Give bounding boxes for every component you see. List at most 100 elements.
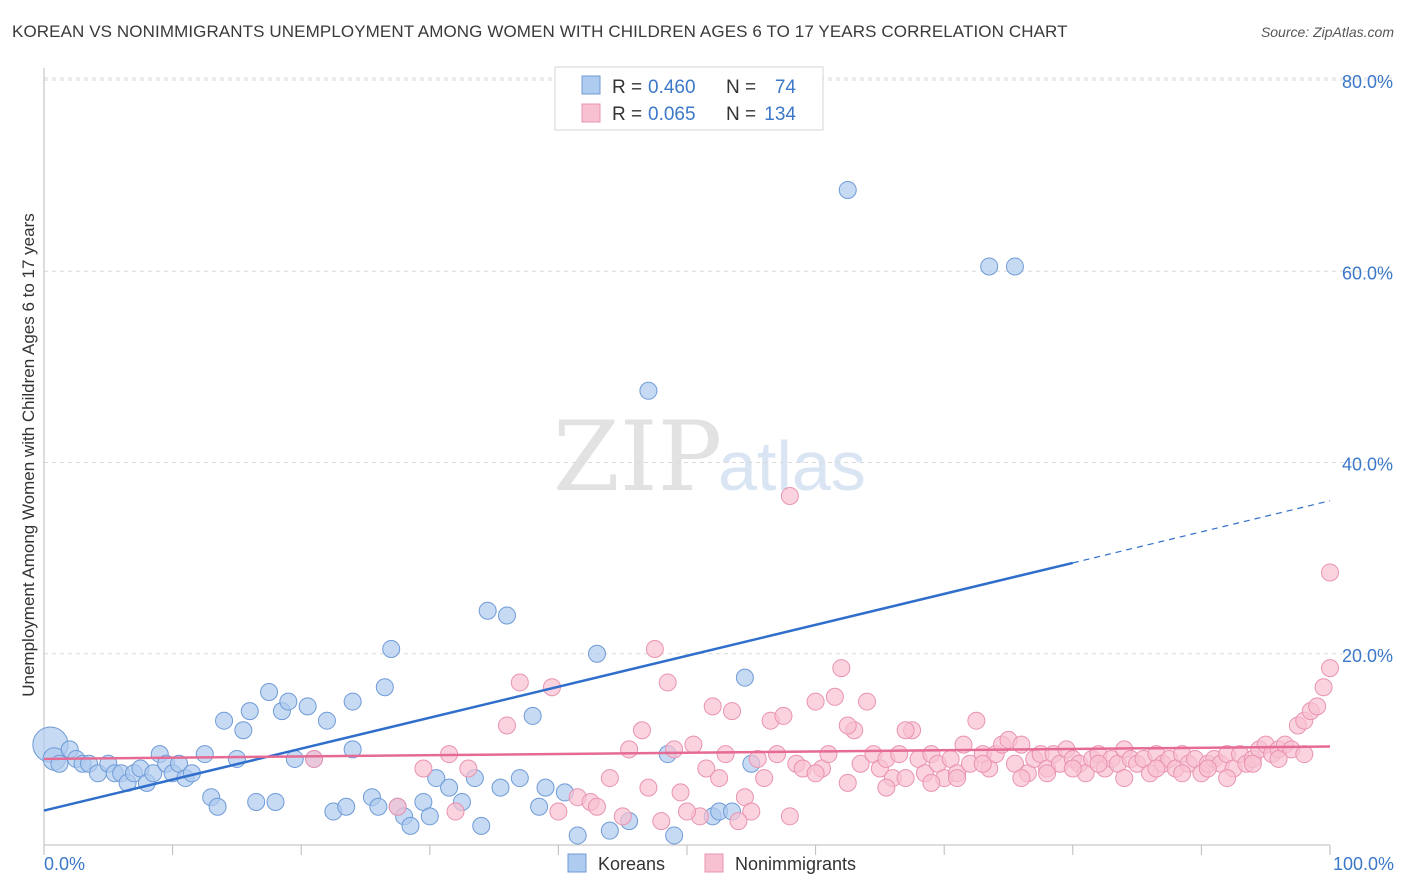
koreans-point-29 [247,792,266,811]
nonimmigrants-point-6 [497,716,516,735]
koreans-point-64 [568,826,587,845]
axes [43,68,1331,855]
legend-n-value-nonimmigrants: 134 [764,104,796,125]
koreans-point-24 [208,797,227,816]
koreans-point-74 [735,668,754,687]
nonimmigrants-point-15 [645,639,664,658]
koreans-point-59 [510,769,529,788]
legend-top: R = 0.460 N = 74 R = 0.065 N = 134 [554,66,824,131]
watermark-zip: ZIP [553,401,722,513]
nonimmigrants-trend-line [43,745,1331,761]
nonimmigrants-point-21 [697,759,716,778]
nonimmigrants-point-117 [587,797,606,816]
koreans-point-51 [427,769,446,788]
koreans-point-22 [195,745,214,764]
nonimmigrants-point-27 [748,749,767,768]
nonimmigrants-point-122 [710,769,729,788]
nonimmigrants-point-116 [1321,563,1339,582]
nonimmigrants-point-134 [1063,759,1082,778]
nonimmigrants-point-126 [838,716,857,735]
koreans-point-77 [980,257,999,276]
legend-r-label-nonimmigrants: R = [612,104,642,125]
chart-title: KOREAN VS NONIMMIGRANTS UNEMPLOYMENT AMO… [12,22,1068,41]
nonimmigrants-point-35 [806,692,825,711]
nonimmigrants-point-16 [658,673,677,692]
koreans-point-58 [497,606,516,625]
bottom-legend-label-koreans: Koreans [598,854,665,874]
nonimmigrants-point-135 [1089,754,1108,773]
nonimmigrants-point-142 [1269,749,1288,768]
koreans-point-52 [440,778,459,797]
koreans-point-39 [337,797,356,816]
nonimmigrants-point-132 [1012,769,1031,788]
koreans-point-76 [838,180,857,199]
nonimmigrants-point-125 [806,764,825,783]
koreans-point-55 [472,816,491,835]
trend-lines [43,500,1331,812]
koreans-point-56 [478,601,497,620]
koreans-point-60 [523,706,542,725]
nonimmigrants-point-114 [1314,678,1333,697]
koreans-point-25 [215,711,234,730]
nonimmigrants-point-13 [620,740,639,759]
nonimmigrants-point-28 [755,769,774,788]
nonimmigrants-point-118 [613,807,632,826]
nonimmigrants-point-24 [723,702,742,721]
bottom-legend-label-nonimmigrants: Nonimmigrants [735,854,856,874]
nonimmigrants-point-127 [877,778,896,797]
nonimmigrants-point-115 [1321,659,1339,678]
koreans-point-70 [665,826,684,845]
y-tick-label-20: 20.0% [1342,646,1393,666]
koreans-point-50 [420,807,439,826]
grid [44,77,1394,655]
nonimmigrants-point-0 [305,749,324,768]
koreans-trend-extension [1072,500,1331,564]
nonimmigrants-point-30 [768,745,787,764]
nonimmigrants-point-138 [1173,764,1192,783]
koreans-point-48 [401,816,420,835]
koreans-point-66 [600,821,619,840]
nonimmigrants-point-121 [678,802,696,821]
nonimmigrants-point-133 [1038,764,1057,783]
nonimmigrants-point-7 [510,673,529,692]
nonimmigrants-point-5 [459,759,478,778]
nonimmigrants-point-14 [632,721,651,740]
nonimmigrants-point-19 [684,735,703,754]
nonimmigrants-point-140 [1218,769,1237,788]
nonimmigrants-point-141 [1243,754,1262,773]
koreans-point-62 [536,778,555,797]
bottom-legend-swatch-koreans [567,853,587,873]
nonimmigrants-point-31 [774,706,793,725]
nonimmigrants-point-129 [922,773,941,792]
koreans-point-44 [375,678,394,697]
legend-swatch-koreans [581,75,601,95]
x-tick-label-max: 100.0% [1333,854,1394,874]
nonimmigrants-point-123 [729,812,748,831]
koreans-point-45 [382,639,401,658]
nonimmigrants-point-39 [832,659,851,678]
koreans-point-41 [343,692,362,711]
koreans-point-35 [298,697,317,716]
koreans-point-57 [491,778,510,797]
nonimmigrants-point-1 [388,797,407,816]
koreans-point-27 [234,721,253,740]
nonimmigrants-point-2 [414,759,433,778]
koreans-point-40 [343,740,362,759]
nonimmigrants-point-4 [446,802,465,821]
legend-n-value-koreans: 74 [775,77,797,98]
y-axis-label: Unemployment Among Women with Children A… [19,213,38,697]
koreans-point-15 [144,764,163,783]
nonimmigrants-point-124 [780,807,799,826]
nonimmigrants-point-119 [639,778,658,797]
nonimmigrants-point-136 [1115,769,1134,788]
legend-r-value-koreans: 0.460 [648,77,696,98]
nonimmigrants-point-42 [851,754,870,773]
legend-r-value-nonimmigrants: 0.065 [648,104,696,125]
koreans-point-30 [260,683,279,701]
nonimmigrants-point-23 [716,745,735,764]
nonimmigrants-point-32 [780,486,799,505]
koreans-point-68 [639,381,658,400]
nonimmigrants-point-139 [1198,759,1217,778]
y-tick-labels: 20.0% 40.0% 60.0% 80.0% [1342,72,1393,666]
